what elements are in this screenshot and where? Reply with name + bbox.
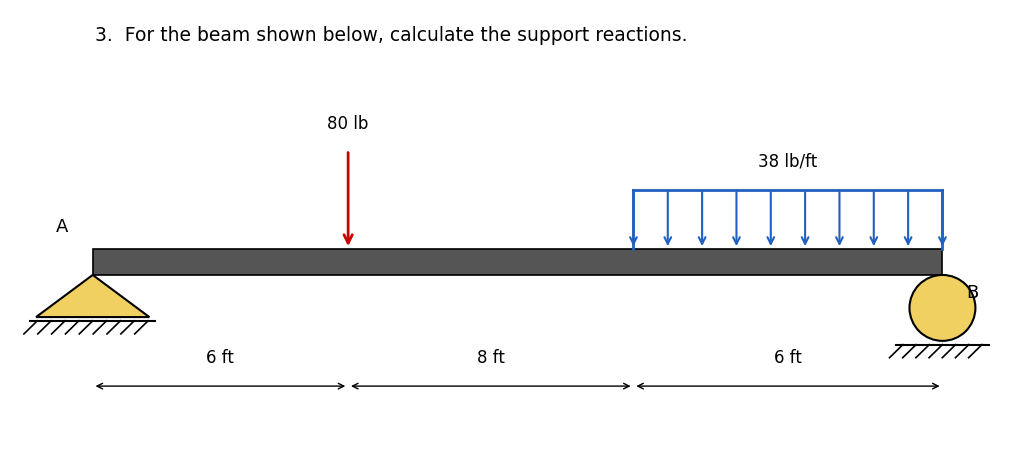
- Ellipse shape: [909, 275, 975, 341]
- Text: 38 lb/ft: 38 lb/ft: [758, 153, 818, 171]
- Text: 80 lb: 80 lb: [328, 116, 369, 133]
- Text: 6 ft: 6 ft: [774, 350, 802, 367]
- Text: 6 ft: 6 ft: [206, 350, 235, 367]
- Text: B: B: [966, 284, 978, 301]
- Text: A: A: [56, 218, 68, 236]
- Text: 3.  For the beam shown below, calculate the support reactions.: 3. For the beam shown below, calculate t…: [95, 26, 688, 45]
- Bar: [93, 249, 942, 275]
- Polygon shape: [36, 275, 149, 317]
- Text: 8 ft: 8 ft: [477, 350, 505, 367]
